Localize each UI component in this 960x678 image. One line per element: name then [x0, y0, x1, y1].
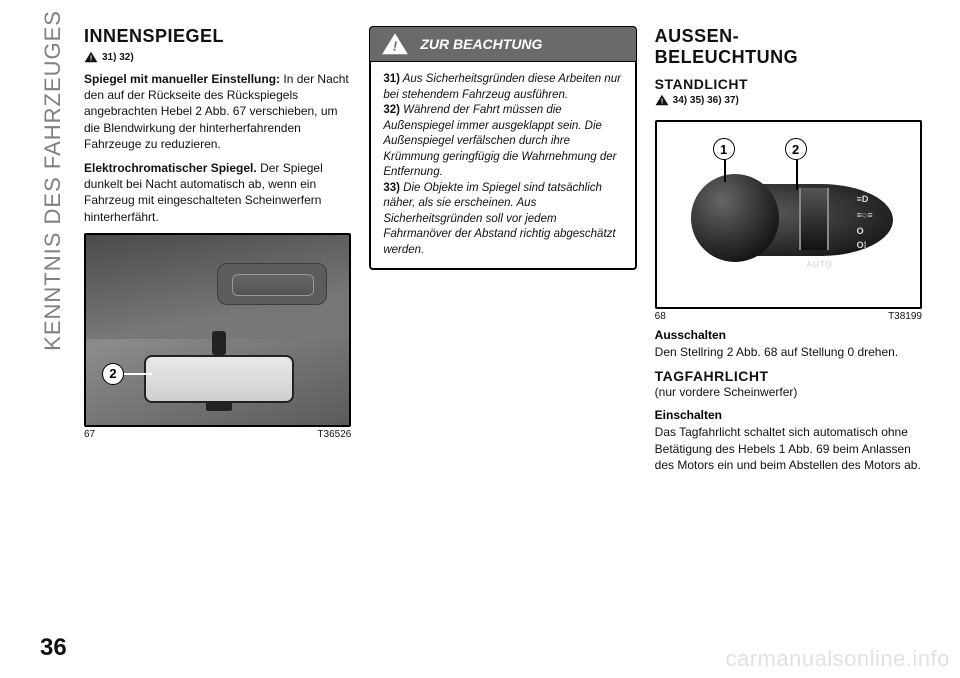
figure-68-image: ≡D ≡○≡ O O⁞ AUTO 1 2 — [657, 122, 920, 307]
warning-refs: ! 31) 32) — [84, 51, 351, 63]
overhead-console — [217, 263, 327, 305]
foglight-icon: O⁞ — [857, 240, 867, 250]
heading-innenspiegel: INNENSPIEGEL — [84, 26, 351, 47]
callout-2-line — [796, 160, 798, 190]
figure-number: 68 — [655, 311, 666, 322]
auto-label: AUTO — [807, 260, 833, 269]
figure-67: 2 — [84, 233, 351, 427]
warning-triangle-icon: ! — [382, 33, 408, 55]
warn-text: Aus Sicherheitsgründen diese Arbeiten nu… — [383, 73, 621, 101]
page-number: 36 — [40, 634, 67, 662]
column-1: INNENSPIEGEL ! 31) 32) Spiegel mit manue… — [84, 26, 351, 628]
warn-text: Während der Fahrt müssen die Außenspiege… — [383, 104, 616, 178]
parking-light-icon: ≡○≡ — [857, 210, 873, 220]
headlight-icon: ≡D — [857, 194, 869, 204]
callout-1: 1 — [713, 138, 735, 160]
figure-67-caption: 67 T36526 — [84, 429, 351, 440]
figure-code: T36526 — [317, 429, 351, 440]
warn-num: 32) — [383, 104, 400, 116]
svg-text:!: ! — [90, 56, 92, 63]
warning-32: 32) Während der Fahrt müssen die Außensp… — [383, 103, 622, 181]
warning-box-body: 31) Aus Sicherheitsgründen diese Arbeite… — [369, 62, 636, 270]
ausschalten-text: Den Stellring 2 Abb. 68 auf Stellung 0 d… — [655, 344, 922, 360]
mirror-lever — [206, 401, 232, 411]
refs-text: 31) 32) — [102, 52, 134, 63]
warning-title: ZUR BEACHTUNG — [420, 36, 542, 52]
warning-triangle-icon: ! — [84, 51, 98, 63]
subheading-tagfahrlicht: TAGFAHRLICHT — [655, 368, 922, 384]
refs-text: 34) 35) 36) 37) — [673, 95, 739, 106]
warning-33: 33) Die Objekte im Spiegel sind tatsächl… — [383, 181, 622, 259]
warn-num: 33) — [383, 182, 400, 194]
heading-aussenbeleuchtung: AUSSEN- BELEUCHTUNG — [655, 26, 922, 68]
svg-text:!: ! — [660, 99, 662, 106]
content-columns: INNENSPIEGEL ! 31) 32) Spiegel mit manue… — [84, 26, 922, 628]
figure-67-image: 2 — [86, 235, 349, 425]
subheading-standlicht: STANDLICHT — [655, 76, 922, 92]
warn-num: 31) — [383, 73, 400, 85]
warning-box-header: ! ZUR BEACHTUNG — [369, 26, 636, 62]
einschalten-head: Einschalten — [655, 408, 922, 422]
callout-2: 2 — [102, 363, 124, 385]
warning-triangle-icon: ! — [655, 94, 669, 106]
tagfahrlicht-note: (nur vordere Scheinwerfer) — [655, 384, 922, 400]
einschalten-text: Das Tagfahrlicht schaltet sich automatis… — [655, 424, 922, 473]
warning-31: 31) Aus Sicherheitsgründen diese Arbeite… — [383, 72, 622, 103]
column-3: AUSSEN- BELEUCHTUNG STANDLICHT ! 34) 35)… — [655, 26, 922, 628]
paragraph-electrochrome: Elektrochromatischer Spiegel. Der Spiege… — [84, 160, 351, 225]
rearview-mirror — [144, 355, 294, 403]
warn-text: Die Objekte im Spiegel sind tatsächlich … — [383, 182, 615, 256]
stalk-knob — [691, 174, 779, 262]
callout-2: 2 — [785, 138, 807, 160]
svg-text:!: ! — [393, 39, 398, 54]
off-icon: O — [857, 226, 864, 236]
callout-1-line — [724, 160, 726, 182]
section-tab: KENNTNIS DES FAHRZEUGES — [40, 10, 66, 351]
figure-68: ≡D ≡○≡ O O⁞ AUTO 1 2 — [655, 120, 922, 309]
bold-lead: Spiegel mit manueller Einstellung: — [84, 72, 280, 86]
mirror-stem — [212, 331, 226, 355]
figure-code: T38199 — [888, 311, 922, 322]
paragraph-manual-mirror: Spiegel mit manueller Einstellung: In de… — [84, 71, 351, 152]
manual-page: KENNTNIS DES FAHRZEUGES 36 INNENSPIEGEL … — [0, 0, 960, 678]
bold-lead: Elektrochromatischer Spiegel. — [84, 161, 257, 175]
warning-refs: ! 34) 35) 36) 37) — [655, 94, 922, 106]
callout-2-line — [124, 373, 152, 375]
figure-68-caption: 68 T38199 — [655, 311, 922, 322]
column-2: ! ZUR BEACHTUNG 31) Aus Sicherheitsgründ… — [369, 26, 636, 628]
ausschalten-head: Ausschalten — [655, 328, 922, 342]
stalk-ring — [799, 188, 829, 250]
figure-number: 67 — [84, 429, 95, 440]
watermark: carmanualsonline.info — [725, 646, 950, 672]
